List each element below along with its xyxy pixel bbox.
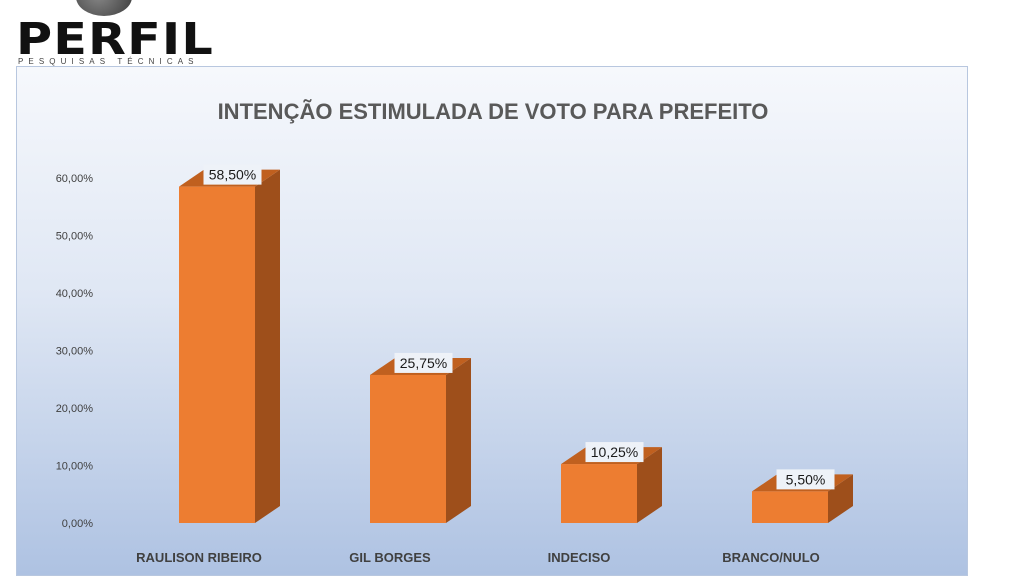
chart-area: INTENÇÃO ESTIMULADA DE VOTO PARA PREFEIT… [16, 66, 968, 576]
bar-front [179, 186, 255, 523]
bar [179, 169, 280, 523]
y-tick-label: 40,00% [56, 288, 94, 300]
data-label-box [203, 164, 262, 185]
data-label-text: 58,50% [209, 167, 256, 183]
y-tick-label: 50,00% [56, 231, 94, 243]
data-label-box [394, 352, 453, 373]
chart-title: INTENÇÃO ESTIMULADA DE VOTO PARA PREFEIT… [217, 99, 769, 124]
data-label-text: 25,75% [400, 355, 447, 371]
category-label: INDECISO [548, 550, 611, 565]
perfil-logo: PERFIL PESQUISAS TÉCNICAS [16, 0, 216, 66]
bar-side [828, 474, 853, 523]
data-label-text: 10,25% [591, 444, 638, 460]
bar-side [255, 169, 280, 523]
y-tick-label: 10,00% [56, 461, 94, 473]
category-label: BRANCO/NULO [722, 550, 820, 565]
data-label: 10,25% [585, 442, 644, 463]
y-tick-label: 20,00% [56, 403, 94, 415]
data-label-box [776, 469, 835, 490]
logo-tagline: PESQUISAS TÉCNICAS [18, 57, 199, 66]
category-label: RAULISON RIBEIRO [136, 550, 262, 565]
bar-side [637, 447, 662, 523]
data-label-text: 5,50% [786, 471, 826, 487]
logo-circle-icon [76, 0, 132, 16]
y-tick-label: 60,00% [56, 173, 94, 185]
data-label-box [585, 442, 644, 463]
bar-chart: 0,00% 10,00% 20,00% 30,00% 40,00% 50,00% 60,00… [56, 164, 853, 565]
data-label: 5,50% [776, 469, 835, 490]
bar-front [752, 491, 828, 523]
y-tick-label: 30,00% [56, 346, 94, 358]
y-tick-label: 0,00% [62, 518, 93, 530]
bar-front [370, 374, 446, 523]
bar-front [561, 464, 637, 523]
bar-side [446, 357, 471, 523]
data-label: 25,75% [394, 352, 453, 373]
data-label: 58,50% [203, 164, 262, 185]
category-label: GIL BORGES [349, 550, 431, 565]
bar [370, 357, 471, 523]
logo-wordmark: PERFIL [16, 14, 214, 65]
